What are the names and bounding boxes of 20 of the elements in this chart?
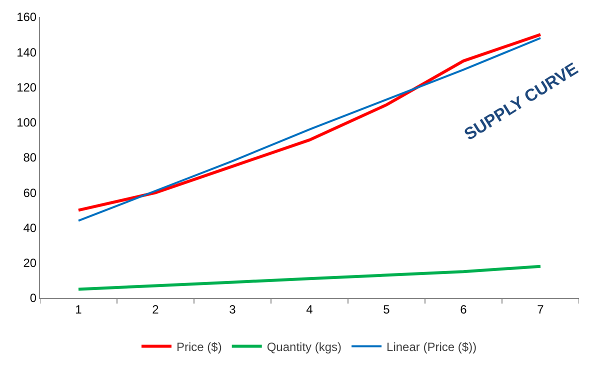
x-tick-label: 4 <box>306 302 314 316</box>
y-tick-label: 100 <box>16 116 37 130</box>
x-tick-label: 5 <box>383 302 390 316</box>
y-tick-label: 160 <box>16 10 37 24</box>
legend-label: Linear (Price ($)) <box>386 340 477 354</box>
y-tick-label: 20 <box>23 256 37 270</box>
y-tick-label: 80 <box>23 150 37 165</box>
y-tick-label: 140 <box>16 45 37 60</box>
y-tick-label: 60 <box>23 186 37 200</box>
y-tick-label: 0 <box>30 291 37 306</box>
x-tick-label: 7 <box>537 302 544 316</box>
x-tick-label: 2 <box>152 302 160 316</box>
legend-label: Price ($) <box>176 340 222 354</box>
y-tick-label: 120 <box>16 80 37 94</box>
legend-label: Quantity (kgs) <box>266 340 342 354</box>
x-tick-label: 1 <box>75 302 82 316</box>
y-tick-label: 40 <box>23 220 37 235</box>
line-series <box>77 264 542 291</box>
x-tick-label: 6 <box>460 302 468 316</box>
x-tick-label: 3 <box>229 302 236 316</box>
